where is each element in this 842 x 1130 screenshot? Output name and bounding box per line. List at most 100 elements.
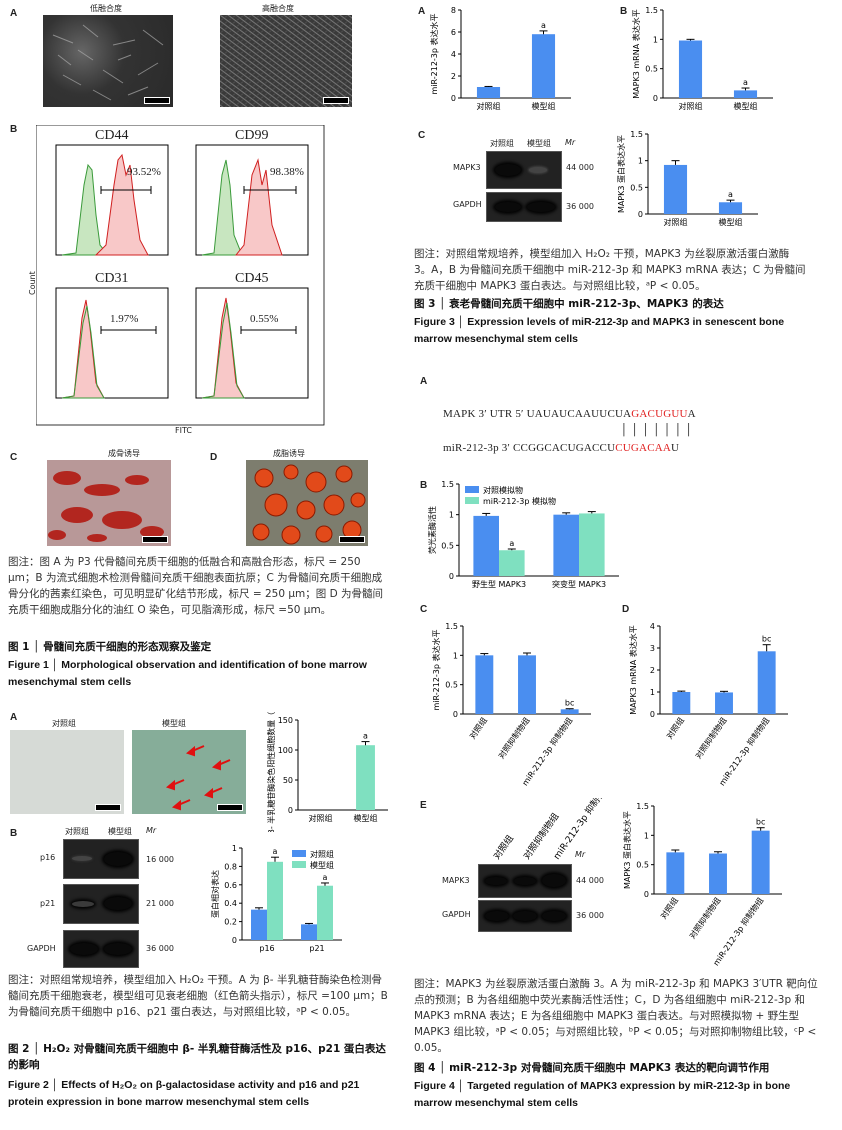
y-tick-label: 1.5 — [445, 622, 458, 631]
x-tick-label: 对照组 — [658, 895, 680, 920]
y-tick-label: 1.5 — [441, 480, 454, 489]
bar — [475, 655, 494, 714]
y-tick-label: 1 — [644, 831, 649, 840]
fig3-mapk3-blot — [486, 151, 562, 189]
osteogenic-title: 成骨诱导 — [108, 449, 140, 458]
legend-label: 对照组 — [310, 849, 334, 859]
bar — [267, 861, 283, 940]
y-tick-label: 0 — [650, 710, 655, 719]
legend-swatch — [292, 861, 306, 868]
y-tick-label: 0.8 — [224, 862, 237, 871]
y-axis-label: MAPK3 mRNA 表达水平 — [631, 9, 641, 98]
band — [495, 202, 521, 212]
y-tick-label: 1.5 — [645, 6, 658, 15]
y-tick-label: 4 — [451, 50, 456, 59]
fig4-mw-mapk3: 44 000 — [576, 876, 604, 885]
band — [104, 897, 132, 910]
cd99-label: CD99 — [235, 128, 269, 143]
fig3-title-cn: 图 3 │ 衰老骨髓间充质干细胞中 miR-212-3p、MAPK3 的表达 — [414, 298, 724, 310]
band — [485, 877, 507, 885]
bar — [518, 655, 536, 714]
p16-label: p16 — [40, 853, 56, 862]
y-tick-label: 1.5 — [630, 130, 643, 139]
y-tick-label: 0 — [449, 572, 454, 581]
fig4-gapdh-blot — [478, 900, 572, 932]
gapdh-label: GAPDH — [27, 944, 56, 953]
fig4-panel-d-label: D — [622, 604, 630, 615]
fig3-mapk3-label: MAPK3 — [453, 163, 481, 172]
y-tick-label: 0.5 — [630, 183, 643, 192]
fig2-caption: 图注：对照组常规培养，模型组加入 H₂O₂ 干预。A 为 β- 半乳糖苷酶染色检… — [8, 974, 388, 1018]
flow-panel-cd31 — [55, 287, 169, 399]
control-beta-gal-image — [10, 730, 124, 814]
y-tick-label: 1.5 — [636, 802, 649, 811]
bar — [531, 34, 556, 98]
x-tick-label: p16 — [259, 944, 274, 953]
band — [72, 901, 94, 907]
fig3-mr: Mr — [565, 138, 576, 147]
cd31-percent: 1.97% — [110, 313, 139, 325]
x-tick-label: 对照组 — [679, 101, 703, 111]
x-tick-label: 对照组 — [309, 813, 333, 823]
bar — [473, 515, 499, 576]
y-axis-label: MAPK3 mRNA 表达水平 — [628, 625, 638, 714]
y-tick-label: 8 — [451, 6, 456, 15]
legend-label: 对照模拟物 — [483, 485, 523, 495]
utr-label: MAPK 3′ UTR 5′ — [443, 408, 524, 420]
scale-bar — [217, 804, 243, 811]
flow-panel-cd44 — [55, 144, 169, 256]
y-tick-label: 1 — [449, 511, 454, 520]
utr-tail: A — [687, 408, 696, 420]
x-tick-label: 对照组 — [664, 715, 686, 740]
y-tick-label: 0.4 — [224, 899, 237, 908]
significance-label: bc — [756, 818, 765, 827]
mw-p16: 16 000 — [146, 855, 174, 864]
bar — [757, 651, 776, 714]
band — [485, 911, 509, 921]
fig4-panel-e-label: E — [420, 800, 427, 811]
flow-panel-cd99 — [195, 144, 309, 256]
fig4-mw-gapdh: 36 000 — [576, 911, 604, 920]
y-tick-label: 0.5 — [441, 541, 454, 550]
fig4-title-en: Figure 4 │ Targeted regulation of MAPK3 … — [414, 1080, 791, 1109]
cd44-label: CD44 — [95, 128, 129, 143]
fitc-axis-label: FITC — [175, 426, 192, 435]
mir-seed: CUGACAA — [615, 442, 672, 454]
y-axis-label: MAPK3 蛋白表达水平 — [622, 811, 632, 889]
band — [495, 164, 521, 176]
low-confluence-label: 低融合度 — [90, 4, 122, 13]
fig3-panel-a-label: A — [418, 6, 426, 17]
fig4-mapk3-blot — [478, 864, 572, 898]
fig2-title-en: Figure 2 │ Effects of H₂O₂ on β-galactos… — [8, 1079, 360, 1108]
band — [542, 874, 566, 887]
y-axis-label: 蛋白相对表达 — [210, 870, 220, 918]
x-tick-label: 模型组 — [532, 101, 556, 111]
fig3-panel-c-label: C — [418, 130, 426, 141]
scale-bar — [95, 804, 121, 811]
mir-label: miR-212-3p 3′ — [443, 442, 511, 454]
mw-gapdh-fig2: 36 000 — [146, 944, 174, 953]
bar — [317, 885, 333, 940]
y-tick-label: 0 — [232, 936, 237, 945]
fig4e-lane-labels: 对照组 对照抑制物组 miR-212-3p 抑制物组 — [491, 798, 613, 862]
x-tick-label: 模型组 — [354, 813, 378, 823]
legend-swatch — [292, 850, 306, 857]
mineral-nodules — [47, 460, 171, 546]
alizarin-red-image — [47, 460, 171, 546]
fig3-gapdh-label: GAPDH — [453, 200, 482, 209]
fig3-blot-model: 模型组 — [527, 139, 551, 148]
x-tick-label: 突变型 MAPK3 — [552, 579, 606, 589]
fig2-model-label: 模型组 — [162, 719, 186, 728]
y-axis-label: MAPK3 蛋白表达水平 — [616, 135, 626, 213]
p16-blot — [63, 839, 139, 879]
y-tick-label: 0 — [288, 806, 293, 815]
significance-label: a — [363, 732, 368, 741]
y-tick-label: 150 — [278, 716, 293, 725]
y-tick-label: 4 — [650, 622, 655, 631]
fig1-panel-c-label: C — [10, 452, 18, 463]
legend-swatch — [465, 486, 479, 493]
